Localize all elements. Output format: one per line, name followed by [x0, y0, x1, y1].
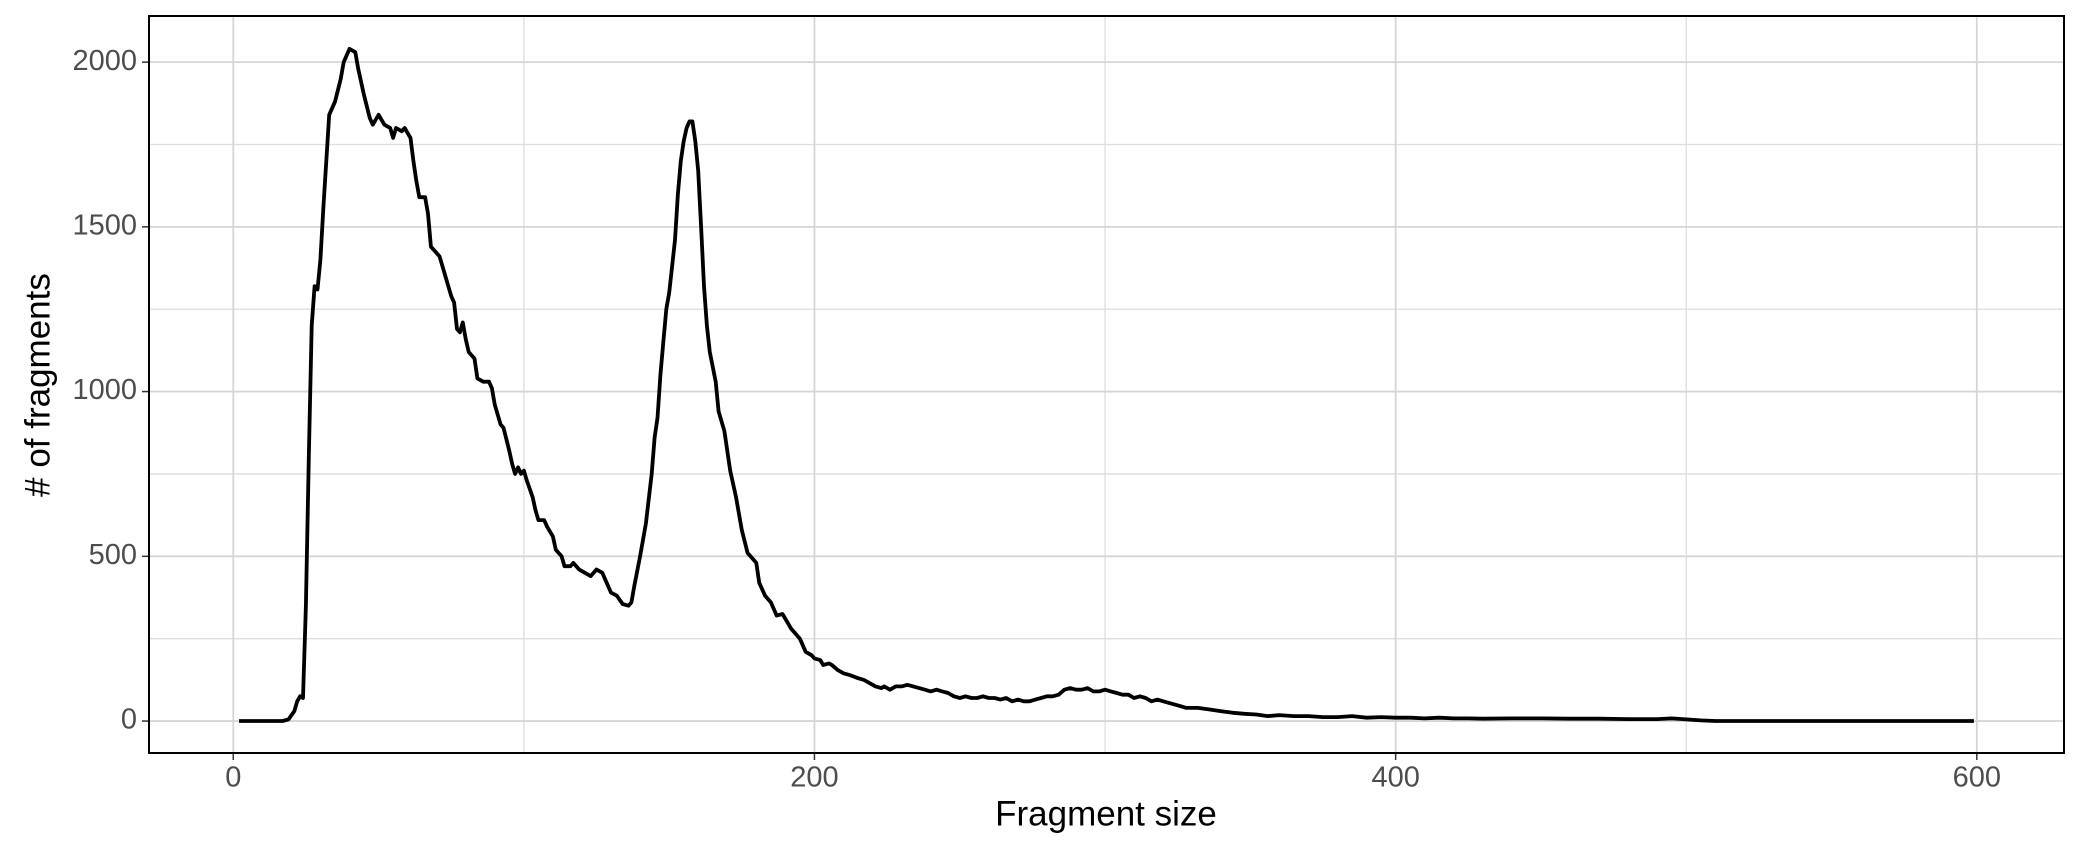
y-tick-label: 500	[89, 539, 137, 571]
plot-border	[148, 15, 2065, 754]
data-line	[239, 47, 1974, 723]
x-tick-label: 0	[225, 762, 241, 794]
x-tick-label: 600	[1953, 762, 2001, 794]
x-tick-label: 400	[1371, 762, 1419, 794]
y-axis-title: # of fragments	[18, 273, 57, 497]
x-tick-label: 200	[790, 762, 838, 794]
y-tick-label: 0	[121, 704, 137, 736]
y-tick-label: 2000	[72, 45, 137, 77]
y-tick-label: 1500	[72, 210, 137, 242]
x-axis-title: Fragment size	[995, 794, 1217, 833]
y-tick-label: 1000	[72, 374, 137, 406]
